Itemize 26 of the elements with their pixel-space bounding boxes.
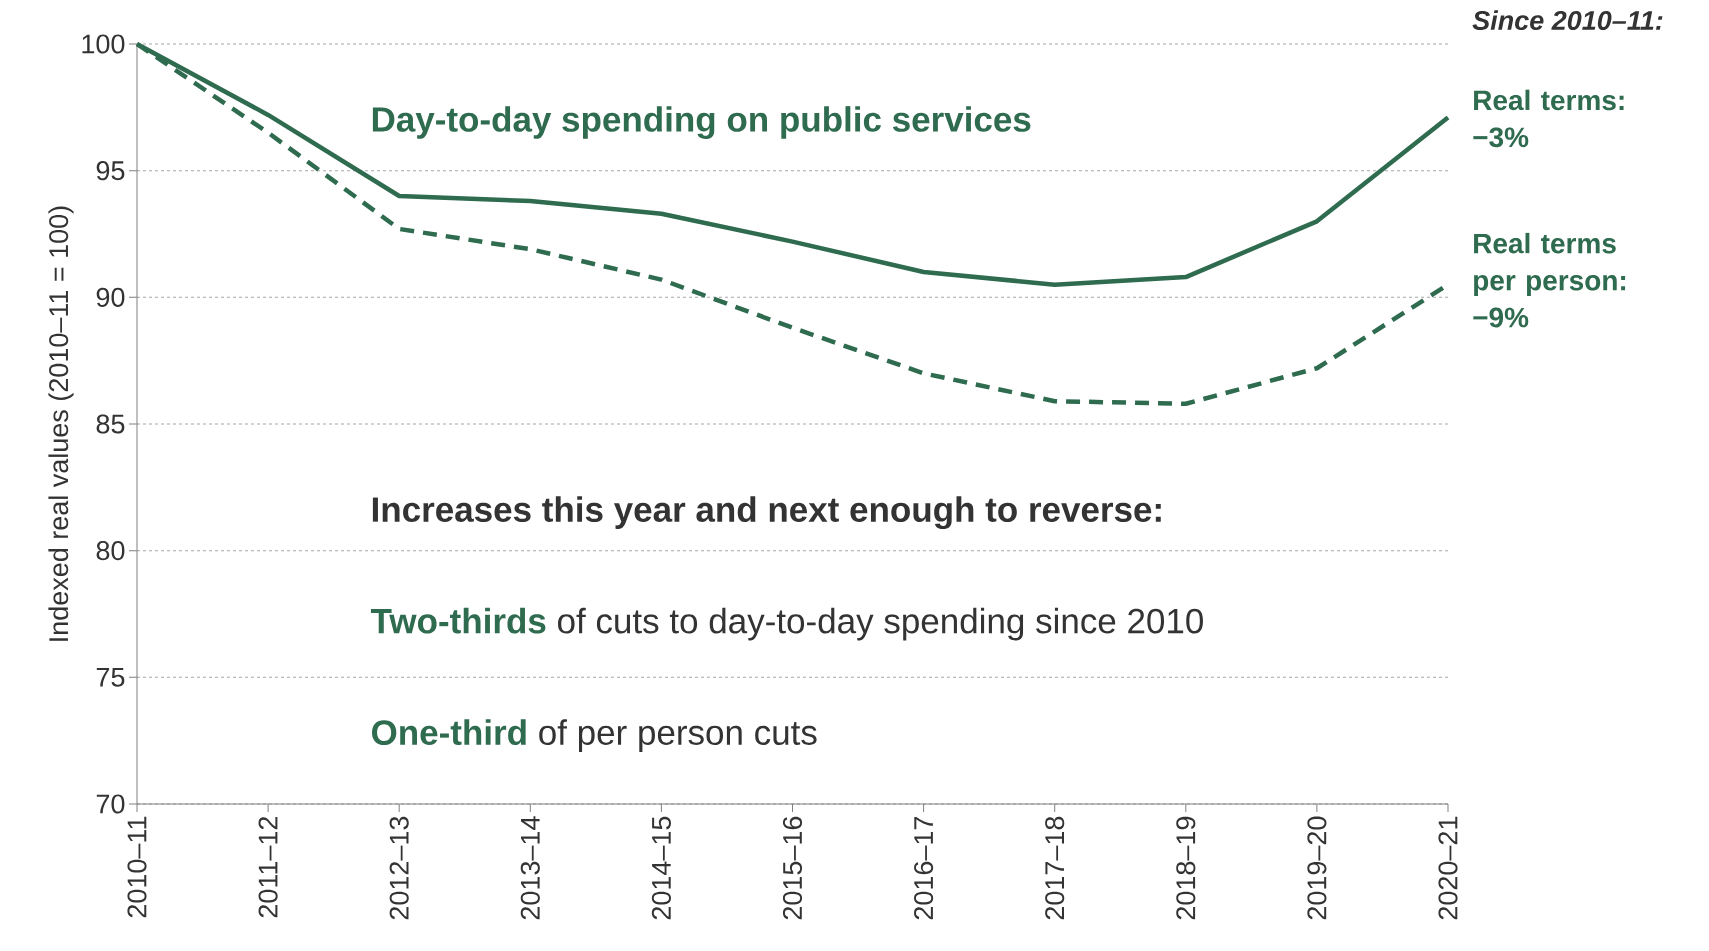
x-tick-label: 2015–16 — [782, 816, 803, 920]
y-tick-label: 75 — [96, 667, 125, 687]
x-tick-label: 2012–13 — [389, 816, 409, 920]
x-tick-label: 2018–19 — [1176, 816, 1196, 920]
x-tick-label: 2020–21 — [1438, 816, 1458, 920]
x-tick-label: 2019–20 — [1307, 816, 1327, 920]
x-tick-label: 2017–18 — [1045, 816, 1065, 920]
series-label: Real terms: −3% — [1473, 89, 1624, 148]
y-tick-label: 70 — [96, 794, 125, 814]
text: Day-to-day spending on public services — [372, 106, 1031, 139]
x-tick-label: 2014–15 — [651, 816, 671, 920]
annotation: One-third of per person cuts — [372, 719, 817, 752]
x-tick-label: 2010–11 — [127, 816, 147, 918]
annotation: Two-thirds of cuts to day-to-day spending since 2010 — [370, 607, 1203, 641]
x-tick-label: 2013–14 — [520, 816, 540, 920]
x-tick-label: 2016–17 — [914, 816, 934, 920]
x-tick-label: 2011–12 — [258, 816, 278, 918]
legend-title: Since 2010–11: — [1472, 10, 1663, 31]
y-tick-label: 90 — [96, 287, 125, 307]
series-label: Real terms per person: −9% — [1473, 232, 1626, 328]
y-axis-title: Indexed real values (2010–11 = 100) — [48, 206, 74, 641]
y-tick-label: 85 — [96, 414, 125, 434]
annotation: Increases this year and next enough to reverse: — [372, 496, 1161, 530]
y-tick-label: 95 — [96, 161, 125, 181]
y-tick-label: 80 — [96, 541, 125, 561]
y-tick-label: 100 — [82, 34, 125, 54]
